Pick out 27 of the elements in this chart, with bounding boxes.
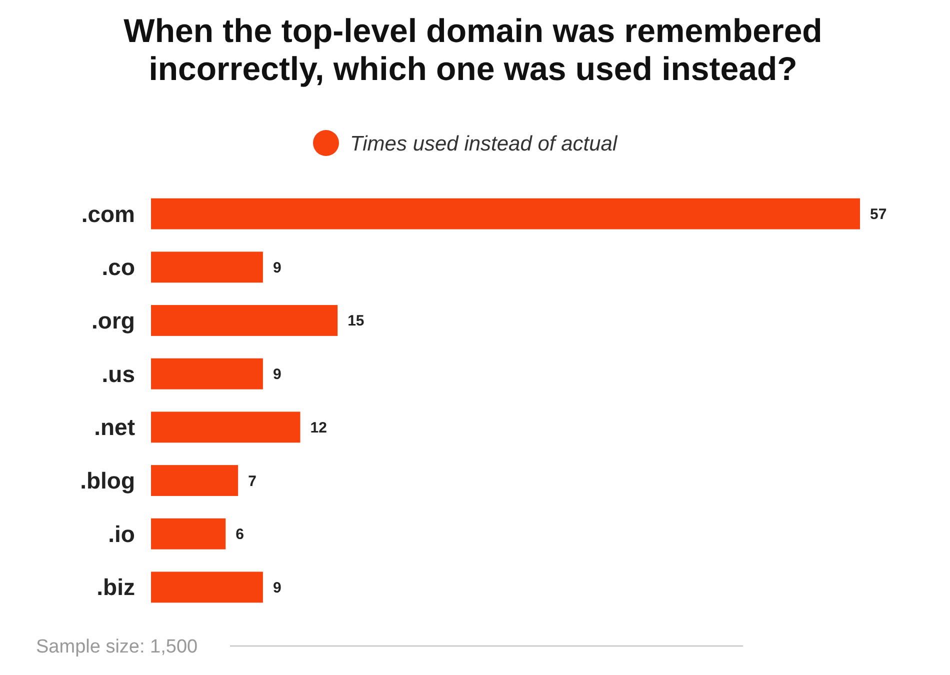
y-tick-label: .blog: [80, 468, 135, 494]
data-label: 9: [272, 259, 282, 276]
data-label: 12: [310, 419, 327, 436]
bar: [151, 198, 860, 230]
bar: [151, 412, 300, 443]
bar: [151, 358, 263, 390]
data-label: 7: [248, 472, 256, 490]
bar: [151, 518, 226, 550]
chart-title: When the top-level domain was remembered incorrectly, which one was used instead?: [124, 12, 822, 87]
bar: [151, 305, 338, 336]
y-tick-label: .org: [92, 308, 135, 334]
bar: [151, 572, 263, 603]
y-tick-label: .io: [108, 520, 135, 547]
bar: [151, 252, 263, 283]
y-tick-label: .biz: [96, 574, 135, 600]
data-label: 9: [272, 366, 282, 384]
text: Sample size: 1,500: [36, 636, 198, 658]
data-label: 15: [348, 312, 364, 330]
y-tick-label: .us: [102, 360, 135, 387]
y-tick-label: .com: [81, 200, 135, 227]
data-label: 9: [272, 579, 282, 596]
data-label: 57: [870, 206, 887, 224]
legend-label: Times used instead of actual: [350, 132, 618, 156]
y-tick-label: .co: [102, 254, 135, 280]
y-tick-label: .net: [94, 414, 136, 440]
data-label: 6: [236, 526, 244, 544]
bar: [151, 465, 238, 496]
